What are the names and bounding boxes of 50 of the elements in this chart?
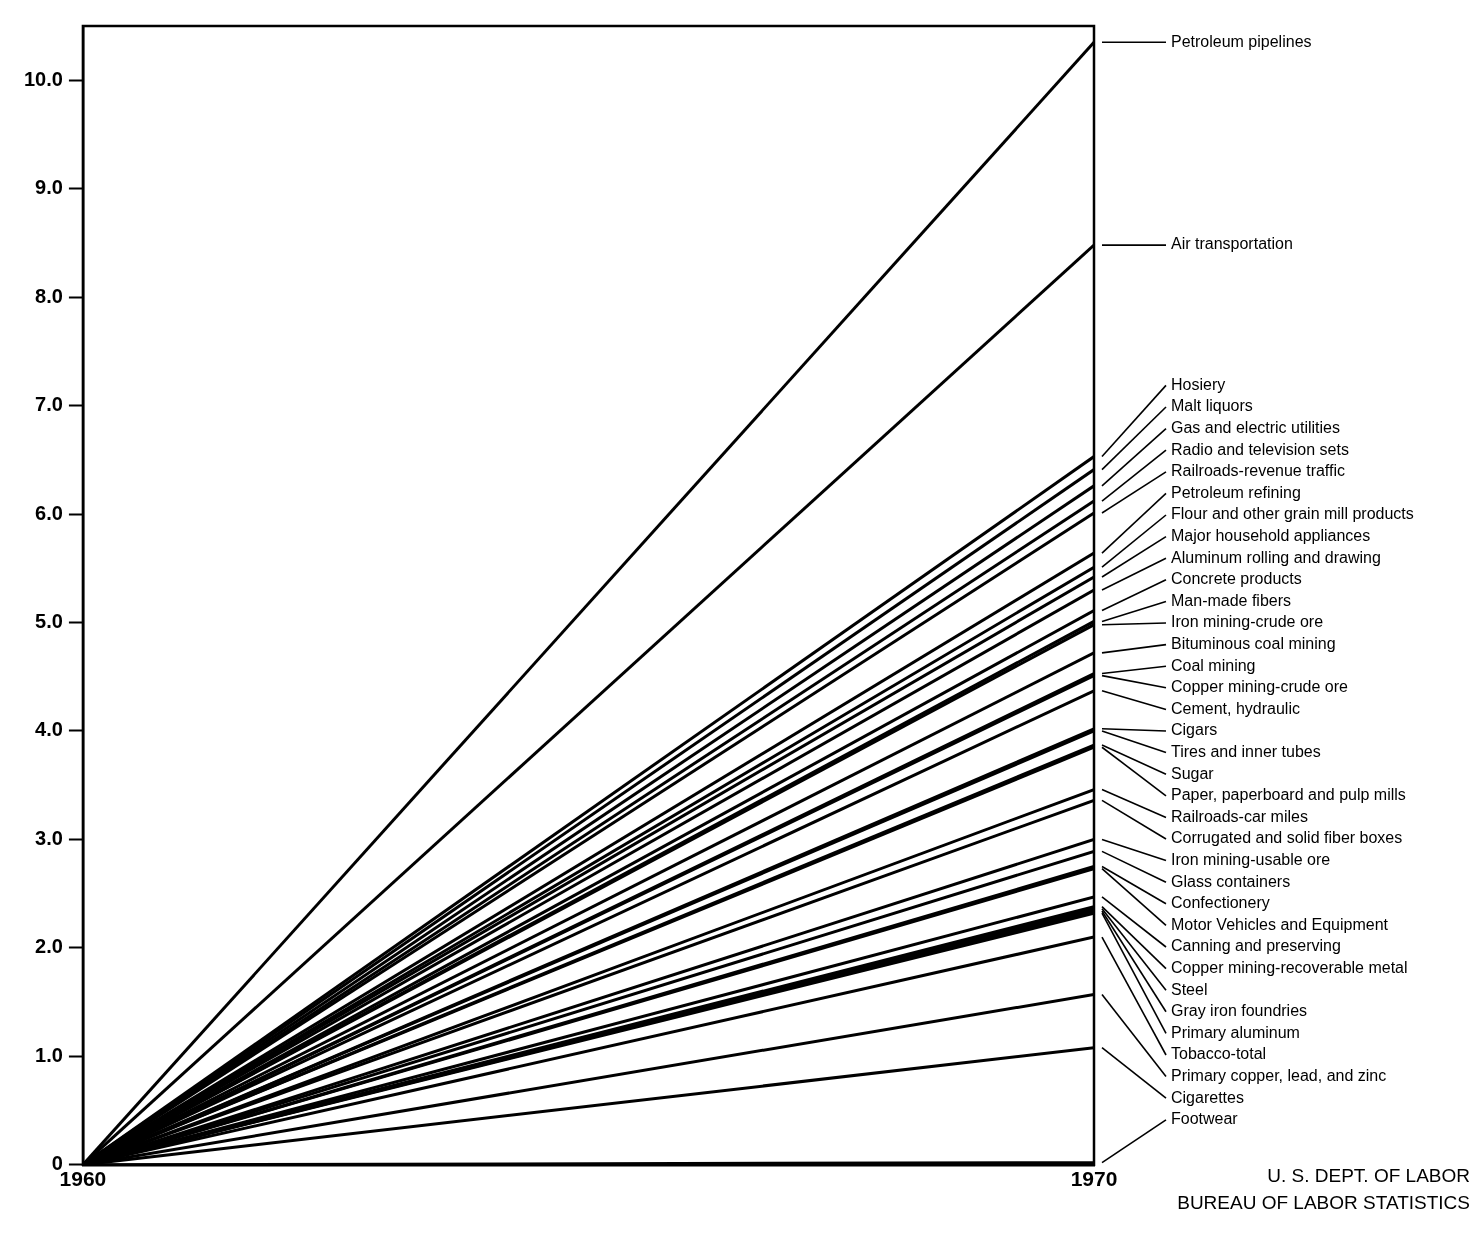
y-tick-label: 9.0 xyxy=(35,176,63,199)
y-tick-label: 8.0 xyxy=(35,284,63,307)
text: Copper mining-recoverable metal xyxy=(1171,959,1408,977)
text: Sugar xyxy=(1171,764,1215,782)
text: Gray iron foundries xyxy=(1171,1002,1308,1020)
text: BUREAU OF LABOR STATISTICS xyxy=(1177,1192,1470,1214)
text: Flour and other grain mill products xyxy=(1171,505,1414,523)
text: Railroads-car miles xyxy=(1171,807,1308,825)
legend-label: Iron mining-usable ore xyxy=(1171,851,1331,869)
text: Corrugated and solid fiber boxes xyxy=(1171,829,1403,847)
text: Radio and television sets xyxy=(1171,440,1349,458)
legend-label: Bituminous coal mining xyxy=(1171,635,1336,653)
legend-label: Glass containers xyxy=(1171,872,1291,890)
y-tick-label: 1.0 xyxy=(35,1043,63,1066)
text: Canning and preserving xyxy=(1171,937,1341,955)
legend-label: Iron mining-crude ore xyxy=(1171,613,1324,631)
text: Gas and electric utilities xyxy=(1171,419,1340,437)
y-tick-label: 2.0 xyxy=(35,935,63,958)
y-tick-label: 5.0 xyxy=(35,610,63,633)
text: Malt liquors xyxy=(1171,397,1253,415)
text: Railroads-revenue traffic xyxy=(1171,462,1346,480)
text: Steel xyxy=(1171,980,1208,998)
legend-label: Coal mining xyxy=(1171,656,1256,674)
text: Primary copper, lead, and zinc xyxy=(1171,1067,1387,1085)
text: Confectionery xyxy=(1171,894,1270,912)
x-tick-label: 1970 xyxy=(1070,1167,1118,1191)
text: U. S. DEPT. OF LABOR xyxy=(1267,1165,1470,1187)
y-tick-label: 10.0 xyxy=(23,67,63,90)
legend-label: Paper, paperboard and pulp mills xyxy=(1171,786,1406,804)
legend-label: Man-made fibers xyxy=(1171,591,1292,609)
legend-label: Cigars xyxy=(1171,721,1218,739)
legend-label: Copper mining-crude ore xyxy=(1171,678,1349,696)
y-tick-label: 3.0 xyxy=(35,826,63,849)
legend-label: Tires and inner tubes xyxy=(1171,743,1321,761)
text: Motor Vehicles and Equipment xyxy=(1171,915,1389,933)
y-tick-label: 7.0 xyxy=(35,393,63,416)
text: Cigarettes xyxy=(1171,1088,1244,1106)
text: Aluminum rolling and drawing xyxy=(1171,548,1381,566)
text: Footwear xyxy=(1171,1110,1239,1128)
text: Tobacco-total xyxy=(1171,1045,1267,1063)
text: Concrete products xyxy=(1171,570,1302,588)
y-tick-label: 4.0 xyxy=(35,718,63,741)
text: Major household appliances xyxy=(1171,527,1371,545)
legend-label: Cement, hydraulic xyxy=(1171,699,1300,717)
legend-label: Air transportation xyxy=(1171,235,1293,253)
y-tick-label: 6.0 xyxy=(35,501,63,524)
text: Primary aluminum xyxy=(1171,1023,1300,1041)
text: Petroleum refining xyxy=(1171,483,1301,501)
text: Hosiery xyxy=(1171,375,1226,393)
legend-label: Petroleum pipelines xyxy=(1171,32,1312,50)
